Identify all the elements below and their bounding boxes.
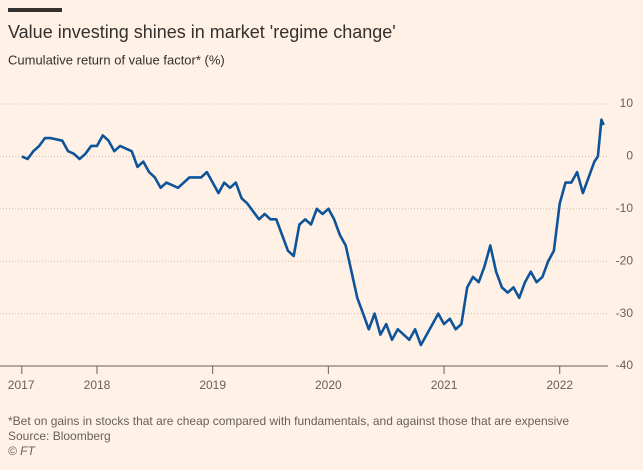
x-tick-label: 2021: [431, 378, 458, 392]
x-tick-label: 2020: [315, 378, 342, 392]
x-tick-label: 2019: [199, 378, 226, 392]
y-tick-label: 10: [620, 96, 634, 110]
y-tick-label: -40: [616, 358, 634, 372]
title-bar: [8, 8, 62, 12]
y-tick-label: -30: [616, 306, 634, 320]
y-tick-label: -10: [616, 201, 634, 215]
source: Source: Bloomberg: [8, 429, 111, 443]
subtitle: Cumulative return of value factor* (%): [8, 52, 225, 67]
credit: © FT: [8, 444, 37, 458]
y-tick-label: 0: [626, 149, 633, 163]
x-tick-label: 2022: [546, 378, 573, 392]
x-tick-label: 2017: [8, 378, 35, 392]
x-tick-label: 2018: [84, 378, 111, 392]
footnote: *Bet on gains in stocks that are cheap c…: [8, 414, 569, 428]
data-line: [21, 118, 605, 347]
chart-title: Value investing shines in market 'regime…: [8, 22, 396, 42]
y-tick-label: -20: [616, 253, 634, 267]
